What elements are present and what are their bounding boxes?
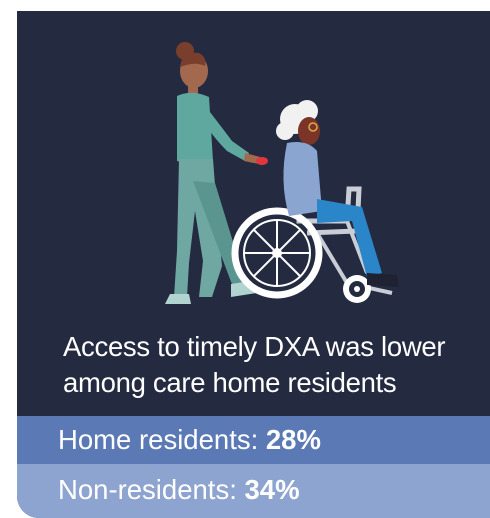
nurse-illustration <box>165 42 268 304</box>
infographic-card: Access to timely DXA was lower among car… <box>17 11 490 518</box>
headline: Access to timely DXA was lower among car… <box>63 329 488 401</box>
home-residents-label: Home residents: <box>58 424 266 455</box>
non-residents-value: 34% <box>244 474 300 505</box>
home-residents-value: 28% <box>265 424 321 455</box>
non-residents-label: Non-residents: <box>58 474 245 505</box>
headline-line-1: Access to timely DXA was lower <box>63 331 446 362</box>
home-residents-row: Home residents: 28% <box>17 416 490 464</box>
headline-line-2: among care home residents <box>63 367 397 398</box>
elderly-resident-illustration <box>276 100 399 287</box>
non-residents-row: Non-residents: 34% <box>17 464 490 518</box>
care-illustration <box>165 42 399 304</box>
